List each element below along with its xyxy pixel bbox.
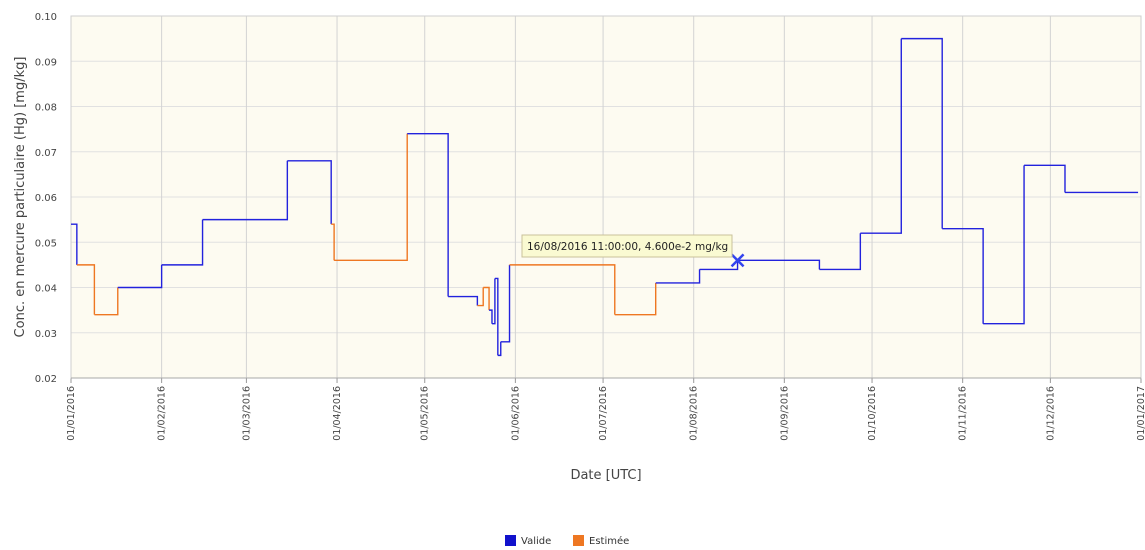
x-tick-label: 01/08/2016 (689, 386, 700, 441)
series-step-segment (860, 38, 902, 234)
series-step-segment (287, 160, 332, 225)
x-tick-label: 01/10/2016 (867, 386, 878, 441)
y-tick-label: 0.04 (35, 284, 57, 295)
y-tick-label: 0.06 (35, 193, 57, 204)
series-step-segment (161, 219, 204, 266)
series-step-segment (497, 341, 502, 357)
series-step-segment (901, 37, 943, 229)
series-step-segment (94, 287, 119, 316)
x-tick-label: 01/07/2016 (598, 386, 609, 441)
x-tick-label: 01/02/2016 (157, 386, 168, 441)
x-tick-label: 01/01/2016 (66, 386, 77, 441)
series-step-segment (76, 264, 96, 315)
series-step-segment (655, 269, 701, 284)
series-step-segment (819, 233, 862, 271)
series-step-segment (407, 132, 449, 297)
series-step-segment (448, 295, 479, 306)
x-tick-label: 01/03/2016 (241, 386, 252, 441)
y-tick-label: 0.10 (35, 12, 57, 23)
y-tick-label: 0.07 (35, 148, 57, 159)
series-step-segment (477, 287, 484, 307)
series-step-segment (494, 277, 499, 356)
series-step-segment (699, 260, 739, 271)
y-axis-ticks: 0.02 0.03 0.04 0.05 0.06 0.07 0.08 0.09 0.10 (35, 12, 57, 385)
x-tick-label: 01/11/2016 (958, 386, 969, 441)
y-tick-label: 0.03 (35, 329, 57, 340)
y-tick-label: 0.02 (35, 374, 57, 385)
series-step-segment (737, 259, 821, 270)
tooltip-text: 16/08/2016 11:00:00, 4.600e-2 mg/kg (527, 241, 728, 253)
x-tick-label: 01/04/2016 (332, 386, 343, 441)
x-tick-label: 01/05/2016 (420, 386, 431, 441)
x-tick-label: 01/09/2016 (779, 386, 790, 441)
x-axis-title: Date [UTC] (570, 468, 641, 483)
highlight-marker-stroke (730, 253, 745, 268)
legend: Valide Estimée (505, 535, 629, 547)
y-tick-label: 0.05 (35, 238, 57, 249)
tooltip-box (521, 234, 733, 258)
series-step-segment (202, 160, 289, 221)
x-tick-label: 01/12/2016 (1045, 386, 1056, 441)
legend-label-valide: Valide (521, 536, 551, 546)
series-step-segment (500, 264, 511, 343)
series-step-segment (117, 264, 163, 289)
series-step-segment (614, 282, 657, 316)
series-lines (71, 37, 1139, 357)
tooltip: 16/08/2016 11:00:00, 4.600e-2 mg/kg (521, 234, 733, 258)
series-step-segment (331, 223, 335, 261)
series-step-segment (334, 133, 408, 262)
legend-swatch-estimee (573, 535, 584, 546)
legend-label-estimee: Estimée (589, 535, 629, 546)
series-step-segment (71, 223, 78, 265)
gridlines (70, 15, 1142, 383)
y-tick-label: 0.08 (35, 103, 57, 114)
series-step-segment (1024, 164, 1066, 193)
highlight-marker (730, 253, 745, 268)
series-step-segment (942, 227, 984, 324)
series-step-segment (491, 278, 496, 325)
series-step-segment (983, 165, 1025, 325)
x-axis-ticks: 01/01/2016 01/02/2016 01/03/2016 01/04/2016… (66, 386, 1145, 441)
series-step-segment (483, 286, 490, 311)
y-tick-label: 0.09 (35, 57, 57, 68)
y-axis-title: Conc. en mercure particulaire (Hg) [mg/k… (13, 57, 28, 338)
x-tick-label: 01/06/2016 (510, 386, 521, 441)
series-step-segment (489, 309, 493, 324)
legend-swatch-valide (505, 535, 516, 546)
series-step-segment (509, 264, 616, 315)
x-tick-label: 01/01/2017 (1136, 386, 1145, 441)
